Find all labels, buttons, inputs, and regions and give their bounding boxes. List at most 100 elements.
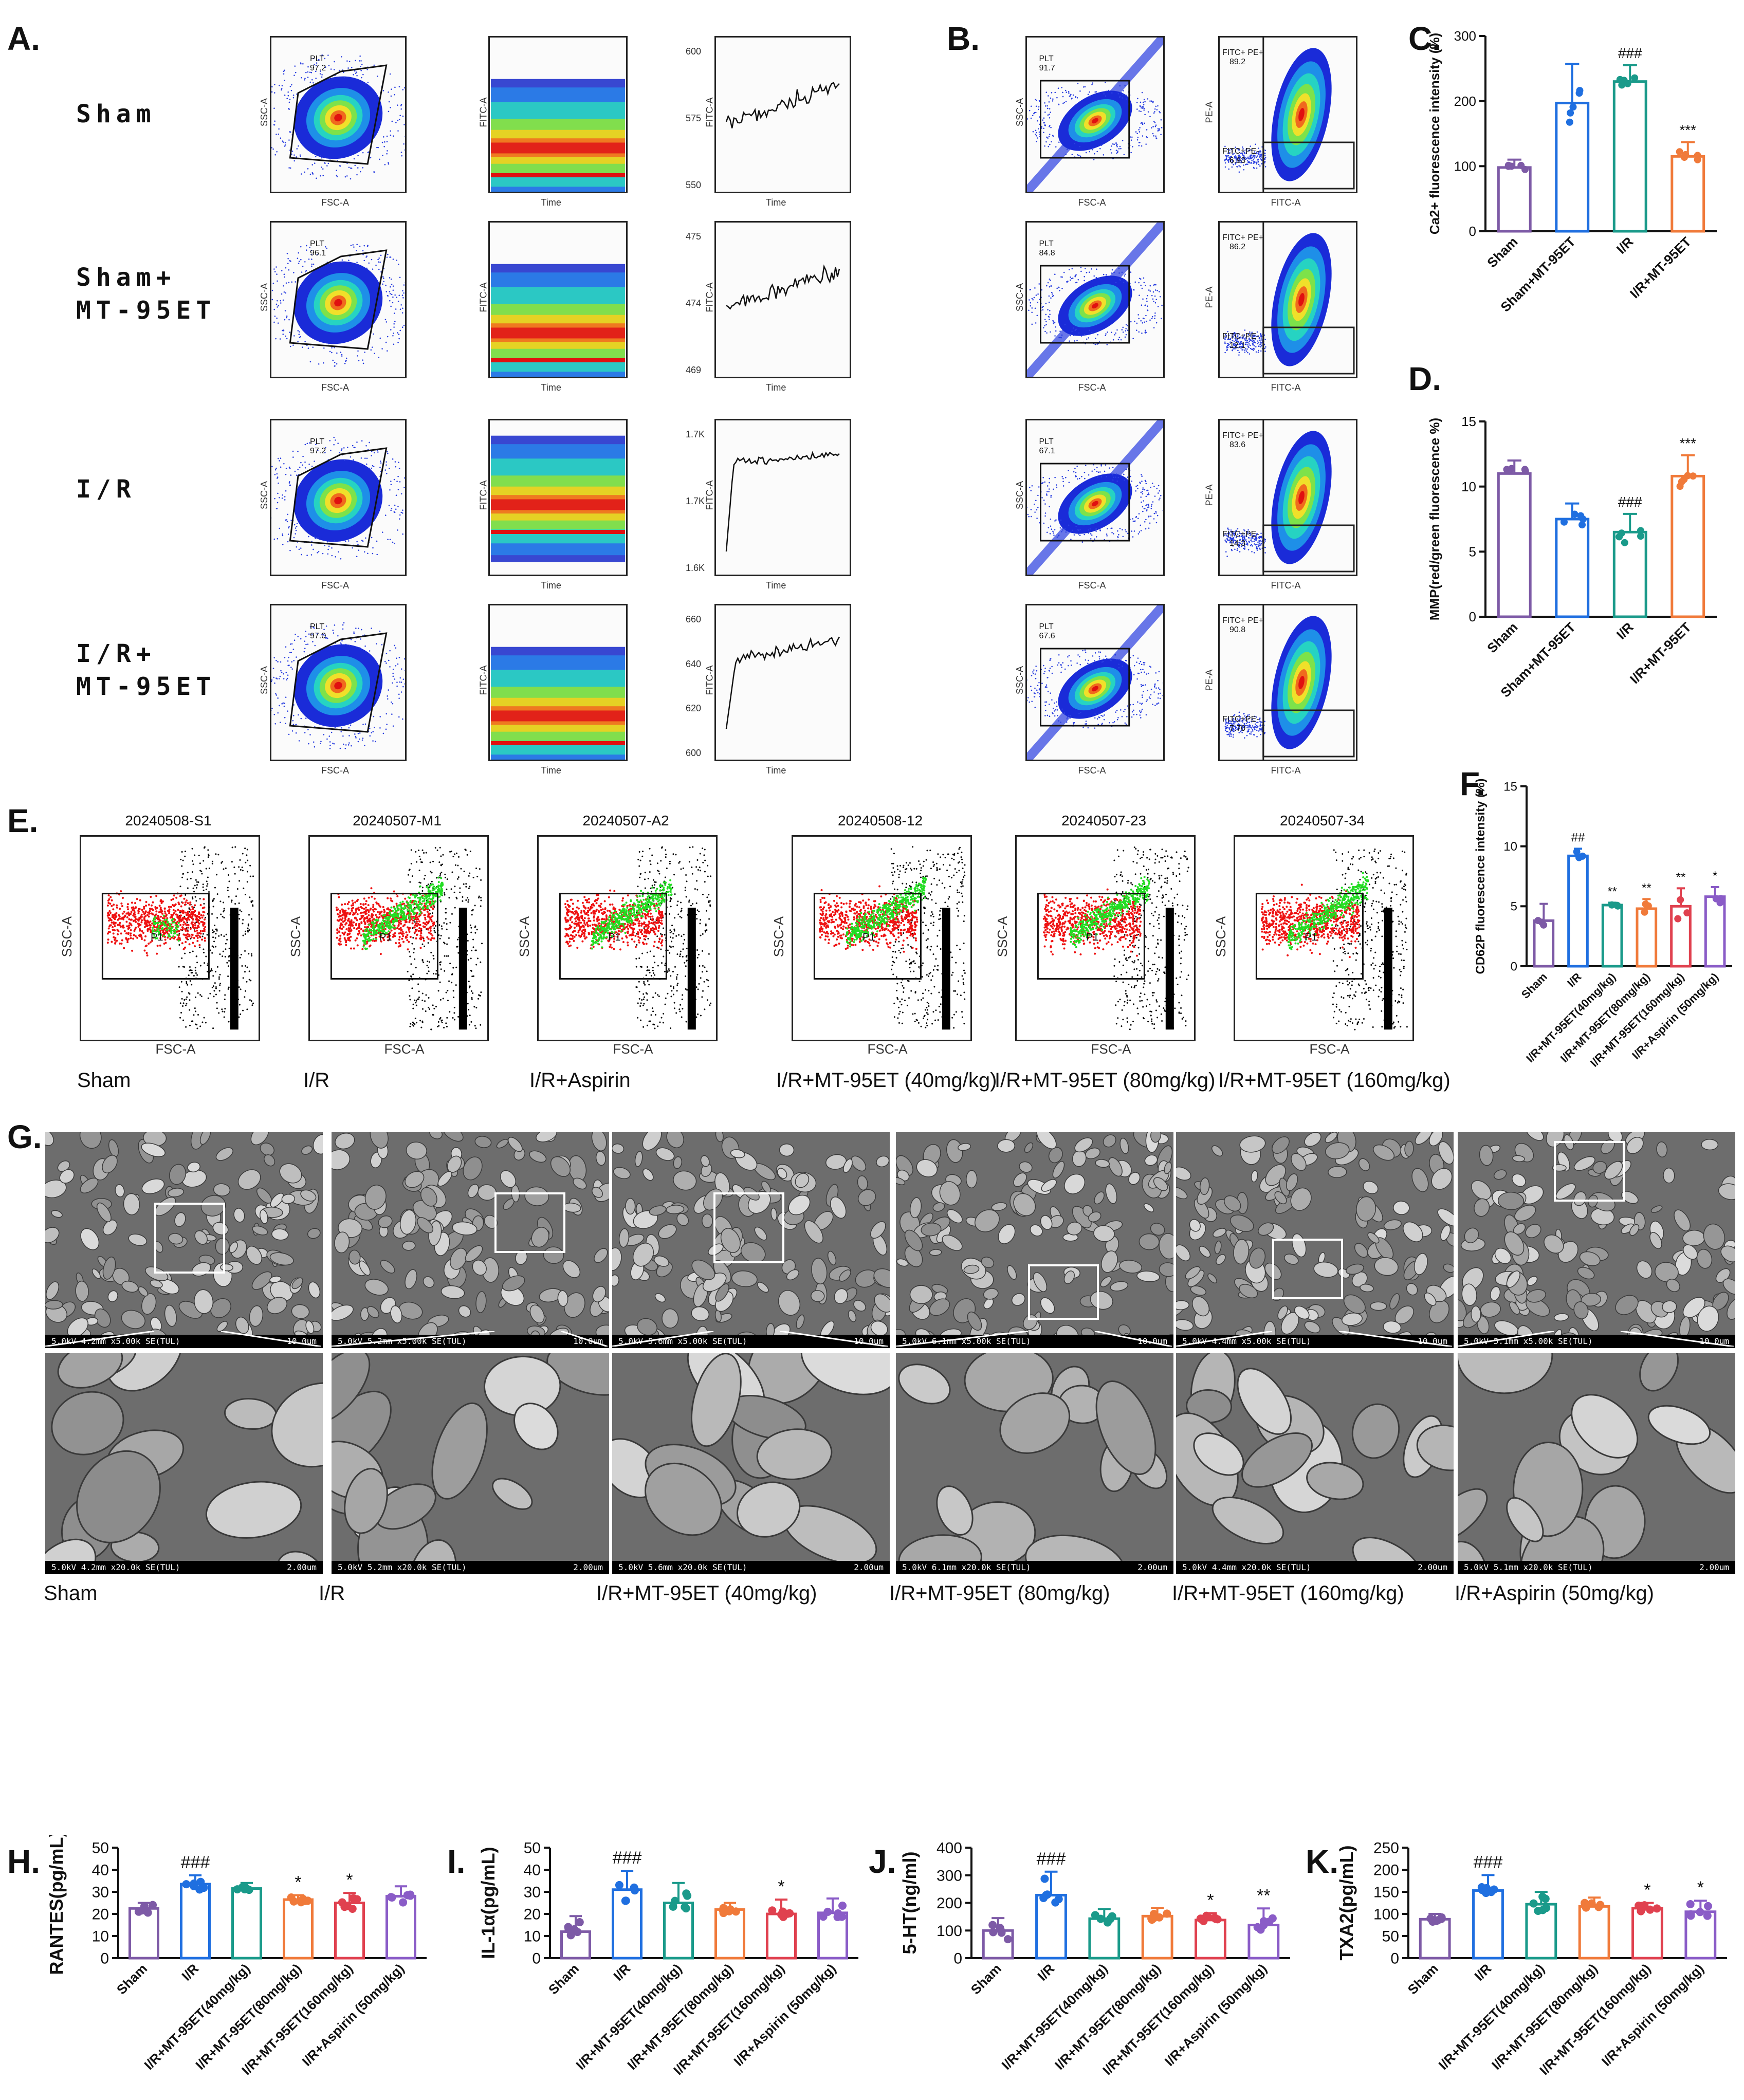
event-dot bbox=[1242, 158, 1244, 160]
event-dot bbox=[216, 1007, 218, 1009]
event-dot bbox=[1230, 534, 1232, 536]
event-dot bbox=[1260, 335, 1261, 337]
event-dot bbox=[1232, 333, 1234, 335]
event-dot bbox=[1117, 530, 1118, 532]
event-dot bbox=[1244, 537, 1245, 539]
event-dot bbox=[345, 643, 347, 646]
event-dot bbox=[1131, 716, 1133, 718]
event-dot bbox=[1043, 117, 1045, 119]
event-dot bbox=[1062, 96, 1064, 98]
event-dot bbox=[1036, 518, 1038, 519]
event-dot bbox=[207, 876, 209, 878]
event-dot bbox=[1239, 166, 1241, 168]
density-band bbox=[1298, 108, 1305, 121]
event-dot bbox=[187, 902, 189, 905]
event-dot bbox=[161, 917, 164, 919]
event-dot bbox=[1117, 717, 1119, 719]
event-dot bbox=[1226, 539, 1228, 540]
event-dot bbox=[1158, 687, 1160, 689]
event-dot bbox=[1237, 157, 1239, 159]
event-dot bbox=[1036, 140, 1037, 142]
event-dot bbox=[195, 887, 197, 889]
event-dot bbox=[271, 466, 273, 468]
event-dot bbox=[1149, 666, 1151, 667]
event-dot bbox=[472, 975, 474, 977]
event-dot bbox=[421, 960, 424, 962]
event-dot bbox=[1252, 344, 1254, 346]
event-dot bbox=[215, 986, 217, 988]
event-dot bbox=[114, 942, 117, 945]
event-dot bbox=[238, 880, 241, 882]
event-dot bbox=[1043, 522, 1045, 524]
gate-value: 97.2 bbox=[310, 64, 326, 72]
flow-plot-canvas bbox=[1224, 420, 1355, 575]
event-dot bbox=[1252, 729, 1254, 731]
event-dot bbox=[430, 871, 432, 873]
event-dot bbox=[211, 970, 213, 972]
event-dot bbox=[171, 926, 173, 929]
event-dot bbox=[288, 319, 290, 321]
event-dot bbox=[1095, 91, 1097, 93]
event-dot bbox=[424, 918, 427, 921]
event-dot bbox=[445, 918, 447, 920]
event-dot bbox=[333, 436, 335, 438]
event-dot bbox=[1152, 298, 1154, 300]
event-dot bbox=[1113, 143, 1115, 145]
event-dot bbox=[1055, 484, 1057, 486]
event-dot bbox=[1046, 531, 1048, 533]
event-dot bbox=[133, 934, 135, 936]
event-dot bbox=[1035, 133, 1037, 135]
event-dot bbox=[1038, 131, 1040, 133]
event-dot bbox=[1116, 143, 1118, 145]
event-dot bbox=[106, 932, 109, 935]
event-dot bbox=[279, 705, 280, 707]
event-dot bbox=[145, 952, 148, 954]
event-dot bbox=[240, 953, 242, 955]
event-dot bbox=[409, 881, 411, 883]
event-dot bbox=[1149, 522, 1151, 524]
event-dot bbox=[153, 936, 155, 938]
event-dot bbox=[1085, 659, 1087, 661]
event-dot bbox=[401, 512, 403, 514]
event-dot bbox=[1072, 94, 1074, 96]
event-dot bbox=[1073, 722, 1075, 724]
event-dot bbox=[1051, 141, 1052, 143]
event-dot bbox=[309, 150, 311, 152]
event-dot bbox=[1038, 681, 1040, 684]
event-dot bbox=[418, 849, 420, 851]
event-dot bbox=[1058, 286, 1060, 288]
event-dot bbox=[160, 899, 162, 901]
event-dot bbox=[1224, 342, 1226, 344]
event-dot bbox=[244, 848, 246, 850]
event-dot bbox=[447, 989, 449, 991]
event-dot bbox=[1047, 309, 1049, 310]
event-dot bbox=[1234, 535, 1236, 537]
event-dot bbox=[214, 887, 216, 889]
quadrant-upper-name: FITC+ PE+ bbox=[1222, 616, 1264, 625]
event-dot bbox=[274, 315, 276, 317]
event-dot bbox=[1154, 315, 1156, 317]
event-dot bbox=[1047, 105, 1048, 107]
event-dot bbox=[274, 469, 277, 471]
event-dot bbox=[1133, 714, 1135, 715]
event-dot bbox=[246, 854, 248, 856]
event-dot bbox=[1259, 541, 1261, 543]
event-dot bbox=[1241, 720, 1243, 722]
event-dot bbox=[222, 955, 224, 957]
event-dot bbox=[1037, 692, 1039, 694]
event-dot bbox=[1256, 162, 1258, 164]
event-dot bbox=[390, 95, 392, 97]
event-dot bbox=[1259, 548, 1261, 550]
event-dot bbox=[1050, 126, 1052, 128]
event-dot bbox=[285, 282, 287, 284]
event-dot bbox=[107, 912, 109, 914]
event-dot bbox=[274, 154, 276, 156]
event-dot bbox=[301, 271, 303, 273]
event-dot bbox=[1238, 165, 1240, 167]
event-dot bbox=[1236, 340, 1238, 342]
event-dot bbox=[109, 896, 112, 898]
event-dot bbox=[1150, 694, 1152, 696]
event-dot bbox=[1116, 709, 1118, 711]
event-dot bbox=[1035, 294, 1037, 296]
event-dot bbox=[183, 999, 186, 1001]
